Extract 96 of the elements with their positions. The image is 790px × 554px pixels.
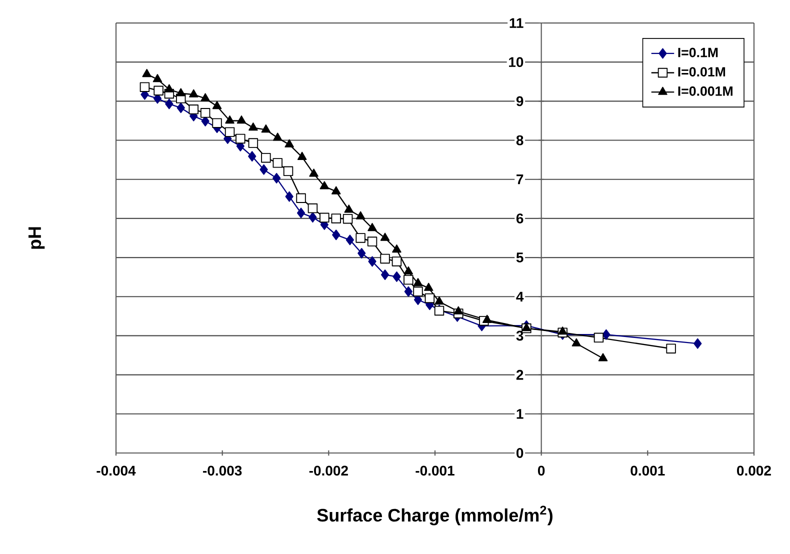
point	[200, 93, 210, 102]
point	[142, 68, 152, 78]
point	[602, 329, 610, 340]
point	[413, 286, 423, 296]
y-tick-label: 11	[510, 18, 524, 28]
point	[404, 274, 414, 285]
point	[140, 82, 150, 92]
legend-label: I=0.1M	[678, 48, 718, 58]
point	[404, 286, 412, 297]
y-tick-label: 5	[516, 252, 524, 262]
legend-label: I=0.01M	[678, 67, 726, 77]
y-tick-label: 1	[516, 409, 524, 419]
point	[248, 122, 258, 131]
point	[413, 278, 423, 286]
point	[344, 204, 354, 213]
y-tick-label: 6	[516, 214, 524, 224]
point	[424, 282, 434, 291]
point	[694, 338, 702, 349]
point	[368, 222, 377, 232]
point	[392, 256, 402, 266]
x-tick-label: -0.001	[416, 466, 454, 476]
point	[424, 293, 435, 304]
point	[261, 124, 271, 133]
y-tick-label: 9	[516, 96, 524, 106]
point	[356, 211, 366, 220]
point	[284, 139, 294, 148]
point	[273, 132, 282, 141]
x-tick-label: -0.003	[203, 466, 242, 476]
point	[176, 88, 186, 96]
point	[331, 186, 341, 194]
point	[368, 256, 376, 267]
point	[320, 212, 330, 223]
y-tick-label: 7	[516, 174, 524, 184]
legend-label: I=0.001M	[678, 86, 732, 96]
point	[598, 353, 608, 362]
point	[558, 326, 568, 335]
point	[283, 166, 294, 176]
point	[308, 212, 317, 223]
x-tick-label: 0	[538, 466, 545, 476]
point	[225, 115, 234, 124]
point	[212, 100, 222, 110]
y-tick-label: 10	[509, 57, 524, 68]
y-tick-label: 3	[516, 330, 524, 341]
point	[200, 108, 210, 118]
point	[380, 269, 390, 280]
point	[248, 151, 256, 162]
x-tick-label: -0.002	[309, 466, 348, 476]
point	[392, 271, 401, 282]
point	[188, 104, 198, 114]
x-axis-title: Surface Charge (mmole/m$^{2}$)	[317, 506, 552, 526]
point	[392, 244, 402, 253]
point	[154, 86, 164, 96]
point	[367, 236, 378, 246]
point	[248, 138, 258, 148]
y-tick-label: 2	[516, 370, 524, 380]
point	[331, 214, 341, 224]
y-tick-label: 8	[516, 135, 524, 146]
point	[356, 233, 366, 243]
x-tick-label: 0.001	[630, 466, 665, 476]
point	[236, 134, 246, 144]
point	[272, 172, 281, 184]
point	[296, 193, 306, 203]
point	[309, 168, 318, 177]
point	[189, 89, 198, 98]
point	[224, 127, 235, 137]
point	[296, 208, 306, 218]
point	[272, 158, 282, 168]
point	[320, 181, 330, 190]
y-tick-label: 0	[516, 448, 524, 458]
point	[594, 332, 604, 343]
point	[346, 234, 354, 246]
y-axis-title: pH	[28, 227, 45, 249]
point	[261, 152, 271, 163]
point	[380, 254, 390, 264]
point	[165, 98, 174, 110]
point	[285, 191, 294, 202]
x-tick-label: 0.002	[737, 466, 771, 476]
y-tick-label: 4	[516, 292, 524, 302]
point	[434, 296, 444, 305]
x-tick-label: -0.004	[96, 466, 136, 476]
point	[297, 152, 307, 160]
point	[404, 266, 414, 274]
point	[236, 115, 246, 124]
point	[358, 248, 366, 259]
point	[342, 214, 353, 224]
point	[164, 84, 174, 92]
point	[308, 203, 318, 214]
point	[482, 314, 492, 323]
point	[332, 230, 340, 240]
point	[260, 164, 268, 175]
point	[380, 232, 390, 241]
point	[572, 338, 582, 346]
point	[212, 118, 222, 128]
point	[152, 74, 162, 82]
point	[176, 102, 185, 114]
point	[454, 306, 464, 314]
